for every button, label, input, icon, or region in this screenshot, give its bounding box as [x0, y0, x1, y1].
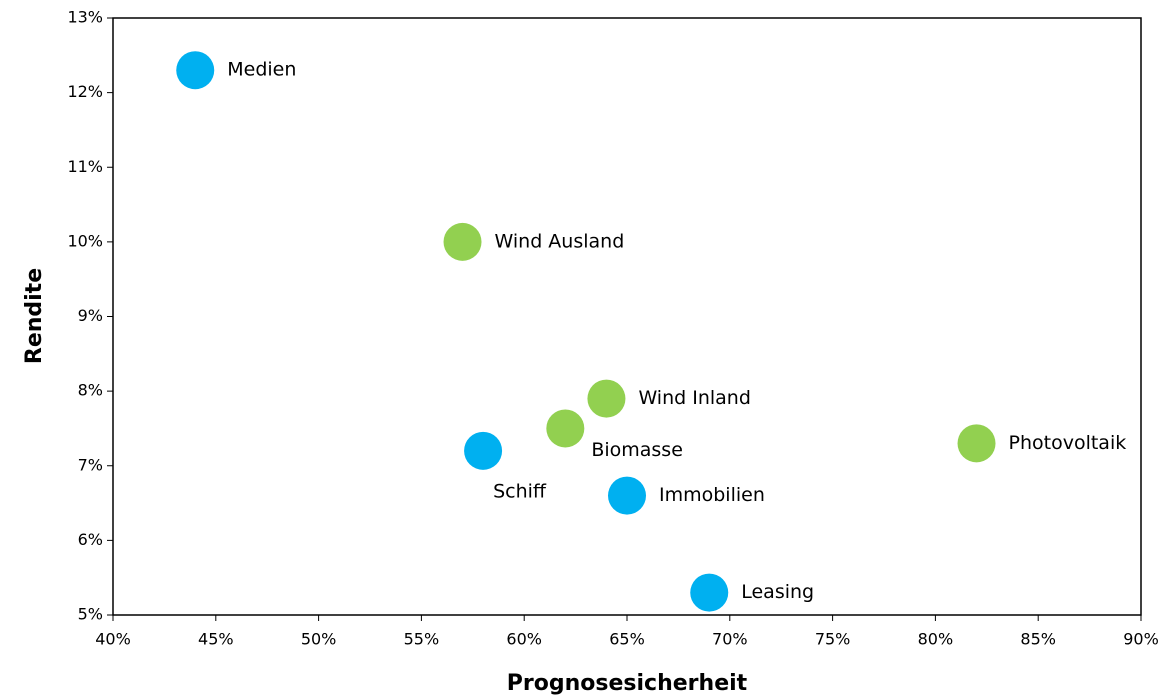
- y-axis-title: Rendite: [22, 268, 47, 364]
- y-tick-label: 9%: [78, 306, 103, 325]
- x-tick-label: 65%: [609, 630, 645, 649]
- point-label: Schiff: [493, 480, 547, 502]
- x-tick-label: 55%: [404, 630, 440, 649]
- point: [587, 379, 626, 418]
- point: [608, 476, 646, 515]
- x-tick-label: 85%: [1020, 630, 1056, 649]
- y-tick-label: 11%: [67, 157, 103, 176]
- point-label: Photovoltaik: [1009, 432, 1127, 454]
- point-label: Wind Ausland: [495, 230, 625, 252]
- point: [957, 424, 996, 463]
- point-label: Leasing: [741, 581, 814, 603]
- point: [176, 51, 215, 90]
- y-tick-label: 5%: [78, 605, 103, 624]
- y-tick-label: 7%: [78, 455, 103, 474]
- plot-frame: [112, 17, 1142, 616]
- point: [690, 573, 729, 612]
- x-tick-label: 50%: [301, 630, 337, 649]
- point: [546, 409, 585, 448]
- x-tick-label: 80%: [918, 630, 954, 649]
- x-tick-label: 45%: [198, 630, 234, 649]
- x-tick-label: 60%: [506, 630, 542, 649]
- x-tick-label: 90%: [1123, 630, 1159, 649]
- y-tick-label: 8%: [78, 381, 103, 400]
- y-tick-label: 6%: [78, 530, 103, 549]
- x-tick-label: 70%: [712, 630, 748, 649]
- point-label: Medien: [227, 59, 296, 81]
- x-axis-title: Prognosesicherheit: [507, 671, 748, 696]
- point: [443, 222, 482, 261]
- y-tick-label: 10%: [67, 231, 103, 250]
- point: [464, 431, 503, 470]
- point-label: Immobilien: [659, 484, 765, 506]
- x-tick-label: 75%: [815, 630, 851, 649]
- y-tick-label: 13%: [67, 8, 103, 27]
- y-tick-label: 12%: [67, 82, 103, 101]
- x-tick-label: 40%: [95, 630, 131, 649]
- point-label: Biomasse: [591, 439, 683, 461]
- point-label: Wind Inland: [638, 387, 750, 409]
